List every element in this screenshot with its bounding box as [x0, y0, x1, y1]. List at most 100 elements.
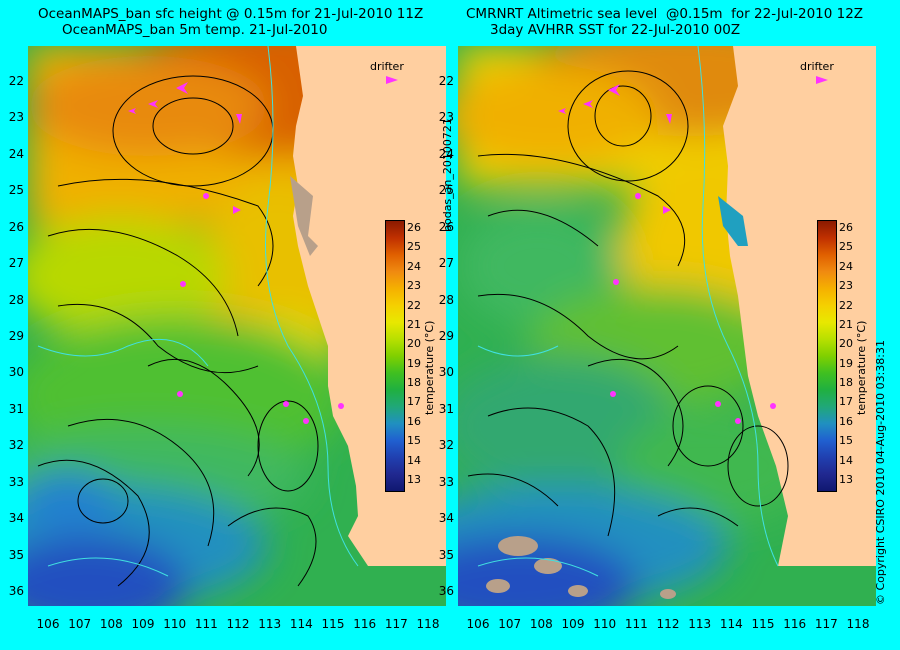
right-lat-label-28: 28	[438, 292, 454, 307]
left-lon-label-109: 109	[131, 617, 155, 631]
left-drifter-label: drifter	[370, 60, 404, 73]
right-map-panel[interactable]: drifter 26 25 24 23 22 21 20 19 18 17 16 15 14 13 tem…	[458, 46, 876, 606]
left-lon-label-118: 118	[416, 617, 440, 631]
right-lon-label-107: 107	[498, 617, 522, 631]
left-lat-label-35: 35	[8, 547, 24, 562]
right-lat-label-36: 36	[438, 584, 454, 598]
left-colorbar-tick-23: 23	[407, 279, 421, 293]
right-lat-label-31: 31	[438, 401, 454, 416]
left-lat-label-29: 29	[8, 329, 24, 343]
right-lon-label-111: 111	[624, 617, 648, 631]
right-lat-label-30: 30	[438, 365, 454, 380]
right-colorbar-tick-15: 15	[839, 434, 853, 448]
left-colorbar-tick-24: 24	[407, 259, 421, 273]
right-lat-label-26: 26	[438, 219, 454, 234]
right-lat-label-27: 27	[438, 256, 454, 271]
right-colorbar: 26 25 24 23 22 21 20 19 18 17 16 15 14 13 temperature…	[817, 220, 876, 495]
left-lon-label-112: 112	[226, 617, 250, 631]
right-lat-label-32: 32	[438, 438, 454, 453]
right-lat-label-24: 24	[438, 146, 454, 161]
left-colorbar-tick-19: 19	[407, 356, 421, 370]
right-lon-label-118: 118	[846, 617, 870, 631]
left-lon-label-107: 107	[68, 617, 92, 631]
left-colorbar-tick-17: 17	[407, 395, 421, 409]
right-title-line2: 3day AVHRR SST for 22-Jul-2010 00Z	[490, 22, 741, 38]
right-colorbar-tick-16: 16	[839, 414, 853, 428]
right-colorbar-tick-19: 19	[839, 356, 853, 370]
left-colorbar-tick-26: 26	[407, 221, 421, 234]
right-colorbar-tick-22: 22	[839, 298, 853, 312]
right-colorbar-tick-23: 23	[839, 279, 853, 293]
right-colorbar-tick-20: 20	[839, 337, 853, 351]
left-title-line1: OceanMAPS_ban sfc height @ 0.15m for 21-…	[38, 6, 424, 22]
copyright-label: © Copyright CSIRO 2010 04-Aug-2010 03:38…	[874, 339, 887, 605]
left-lon-label-116: 116	[353, 617, 377, 631]
left-lat-label-32: 32	[8, 438, 24, 453]
left-lat-label-31: 31	[8, 401, 24, 416]
right-drifter-label: drifter	[800, 60, 834, 73]
right-title: CMRNRT Altimetric sea level @0.15m for 2…	[466, 6, 863, 38]
right-title-line1: CMRNRT Altimetric sea level @0.15m for 2…	[466, 6, 864, 22]
left-lon-label-110: 110	[163, 617, 187, 631]
left-lat-label-28: 28	[8, 292, 24, 307]
left-lon-label-106: 106	[36, 617, 60, 631]
left-lat-label-27: 27	[8, 256, 24, 271]
right-lon-label-114: 114	[719, 617, 743, 631]
right-lat-label-33: 33	[438, 474, 454, 489]
right-colorbar-tick-18: 18	[839, 376, 853, 390]
left-title: OceanMAPS_ban sfc height @ 0.15m for 21-…	[38, 6, 423, 38]
left-colorbar-tick-16: 16	[407, 414, 421, 428]
right-contours	[467, 46, 828, 577]
left-lon-label-117: 117	[384, 617, 408, 631]
left-lon-label-114: 114	[289, 617, 313, 631]
left-colorbar-tick-25: 25	[407, 240, 421, 254]
run-label: bodas_an_20100721	[441, 118, 454, 232]
right-lat-label-22: 22	[438, 74, 454, 88]
right-colorbar-tick-17: 17	[839, 395, 853, 409]
left-lat-label-33: 33	[8, 474, 24, 489]
right-lon-label-108: 108	[529, 617, 553, 631]
right-colorbar-tick-26: 26	[839, 221, 853, 234]
left-lat-label-24: 24	[8, 146, 24, 161]
right-colorbar-tick-24: 24	[839, 259, 853, 273]
left-title-line2: OceanMAPS_ban 5m temp. 21-Jul-2010	[62, 22, 328, 38]
right-lat-label-34: 34	[438, 511, 454, 526]
left-colorbar-tick-22: 22	[407, 298, 421, 312]
right-colorbar-tick-14: 14	[839, 453, 853, 467]
right-lon-label-106: 106	[466, 617, 490, 631]
left-colorbar-tick-15: 15	[407, 434, 421, 448]
left-lon-label-111: 111	[194, 617, 218, 631]
right-coastline	[718, 46, 876, 566]
left-lat-label-26: 26	[8, 219, 24, 234]
left-coastline	[290, 46, 446, 566]
right-colorbar-tick-25: 25	[839, 240, 853, 254]
right-colorbar-gradient	[817, 220, 837, 492]
left-lat-label-34: 34	[8, 511, 24, 526]
left-colorbar-tick-21: 21	[407, 317, 421, 331]
left-lat-label-36: 36	[8, 584, 24, 598]
right-lon-label-116: 116	[783, 617, 807, 631]
right-lat-label-29: 29	[438, 329, 454, 343]
left-map-panel[interactable]: drifter 26 25 24 23 22 21 20 19 18 17 16 15 14 13 tem…	[28, 46, 446, 606]
left-colorbar-tick-14: 14	[407, 453, 421, 467]
left-contours	[37, 46, 398, 587]
right-lat-label-25: 25	[438, 183, 454, 198]
right-colorbar-tick-13: 13	[839, 473, 853, 486]
left-colorbar-tick-13: 13	[407, 473, 421, 486]
right-lon-label-117: 117	[814, 617, 838, 631]
left-lon-label-108: 108	[99, 617, 123, 631]
right-lon-label-112: 112	[656, 617, 680, 631]
left-colorbar-tick-20: 20	[407, 337, 421, 351]
right-lon-label-115: 115	[751, 617, 775, 631]
right-lat-label-35: 35	[438, 547, 454, 562]
left-lat-label-23: 23	[8, 110, 24, 125]
left-colorbar-gradient	[385, 220, 405, 492]
left-lon-label-115: 115	[321, 617, 345, 631]
right-lon-label-113: 113	[688, 617, 712, 631]
left-lon-label-113: 113	[258, 617, 282, 631]
right-lon-label-109: 109	[561, 617, 585, 631]
right-colorbar-unit: temperature (°C)	[855, 320, 868, 415]
left-lat-label-30: 30	[8, 365, 24, 380]
right-lon-label-110: 110	[593, 617, 617, 631]
left-colorbar-tick-18: 18	[407, 376, 421, 390]
